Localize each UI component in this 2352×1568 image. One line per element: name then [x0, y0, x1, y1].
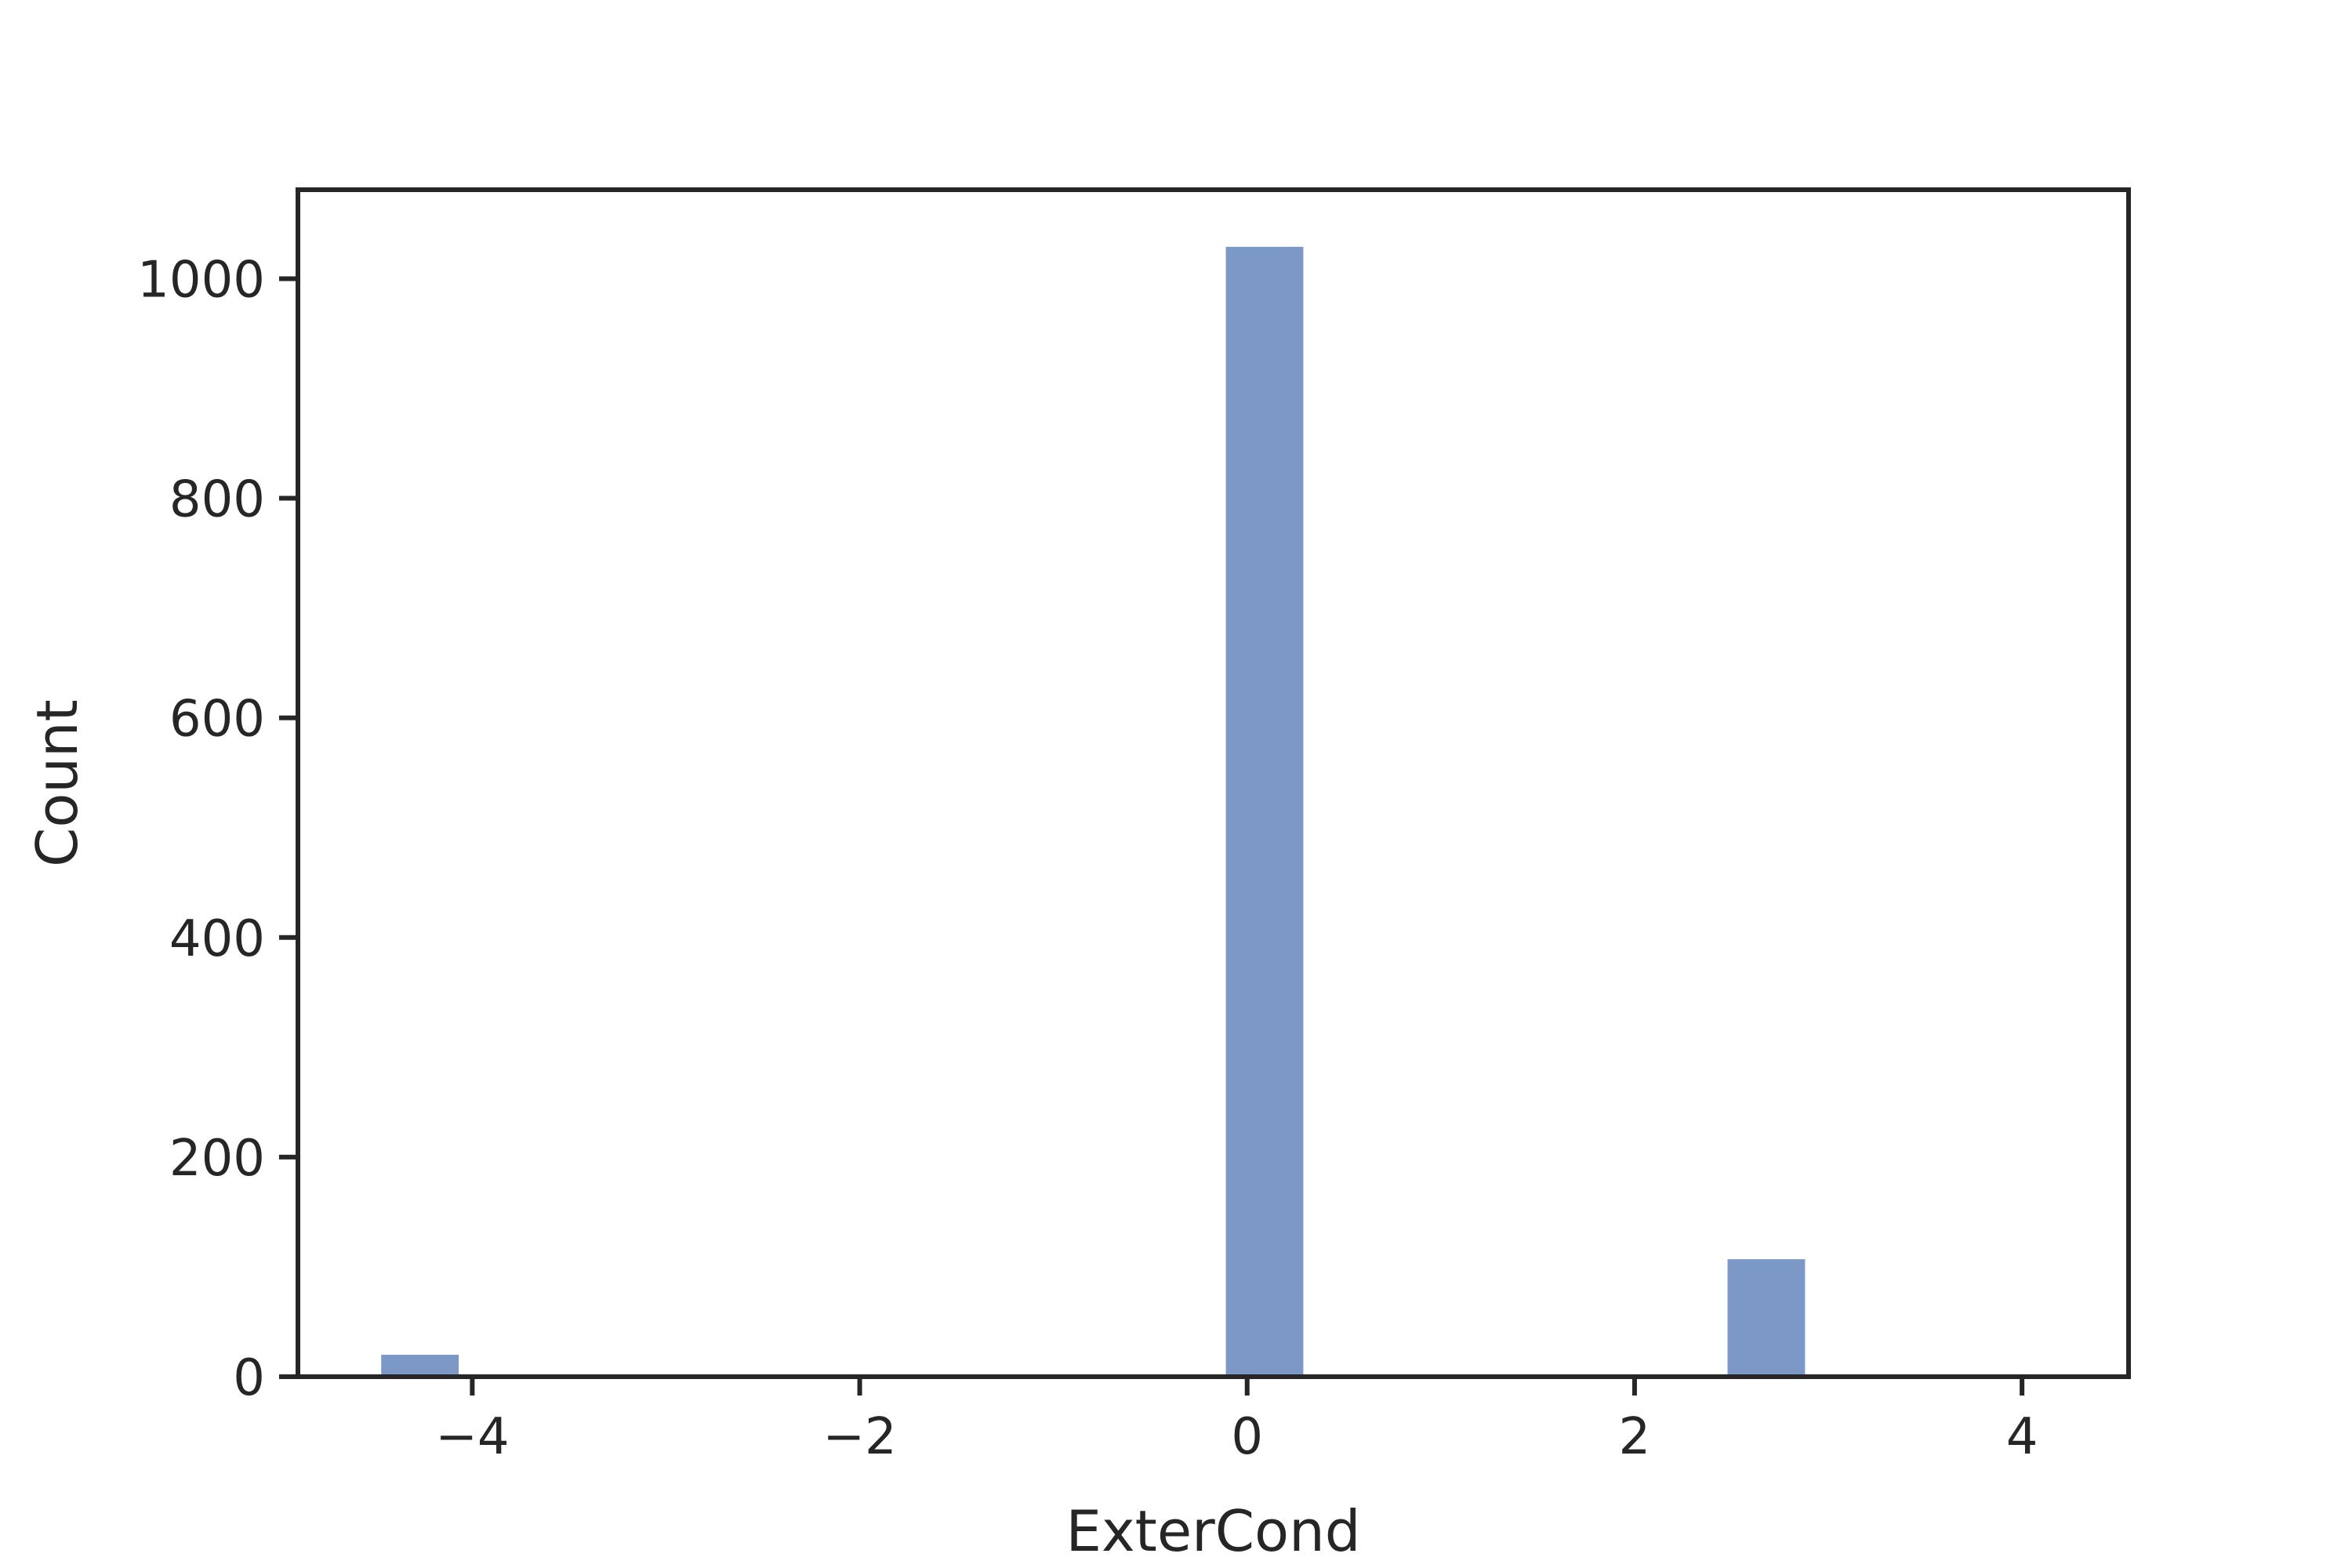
- y-tick-label: 400: [169, 910, 265, 968]
- x-tick-label: 4: [2006, 1408, 2038, 1466]
- x-axis-ticks: −4 −2 0 2 4: [435, 1377, 2038, 1466]
- y-axis-ticks: 0 200 400 600 800 1000: [137, 251, 298, 1407]
- x-tick-label: −2: [822, 1408, 896, 1466]
- histogram-bar-0: [381, 1354, 459, 1377]
- x-tick-label: 2: [1619, 1408, 1651, 1466]
- plot-frame: [296, 187, 2131, 1379]
- histogram-bar-1: [1225, 246, 1304, 1377]
- x-tick-label: 0: [1231, 1408, 1263, 1466]
- x-axis-label: ExterCond: [1066, 1498, 1361, 1564]
- x-tick-label: −4: [435, 1408, 509, 1466]
- y-tick-label: 600: [169, 691, 265, 749]
- y-tick-label: 200: [169, 1130, 265, 1188]
- histogram-bar-2: [1727, 1259, 1806, 1377]
- y-axis-label: Count: [24, 699, 90, 867]
- bars-group: [381, 246, 1806, 1377]
- y-tick-label: 0: [233, 1349, 265, 1407]
- y-tick-label: 1000: [137, 251, 265, 309]
- y-tick-label: 800: [169, 471, 265, 529]
